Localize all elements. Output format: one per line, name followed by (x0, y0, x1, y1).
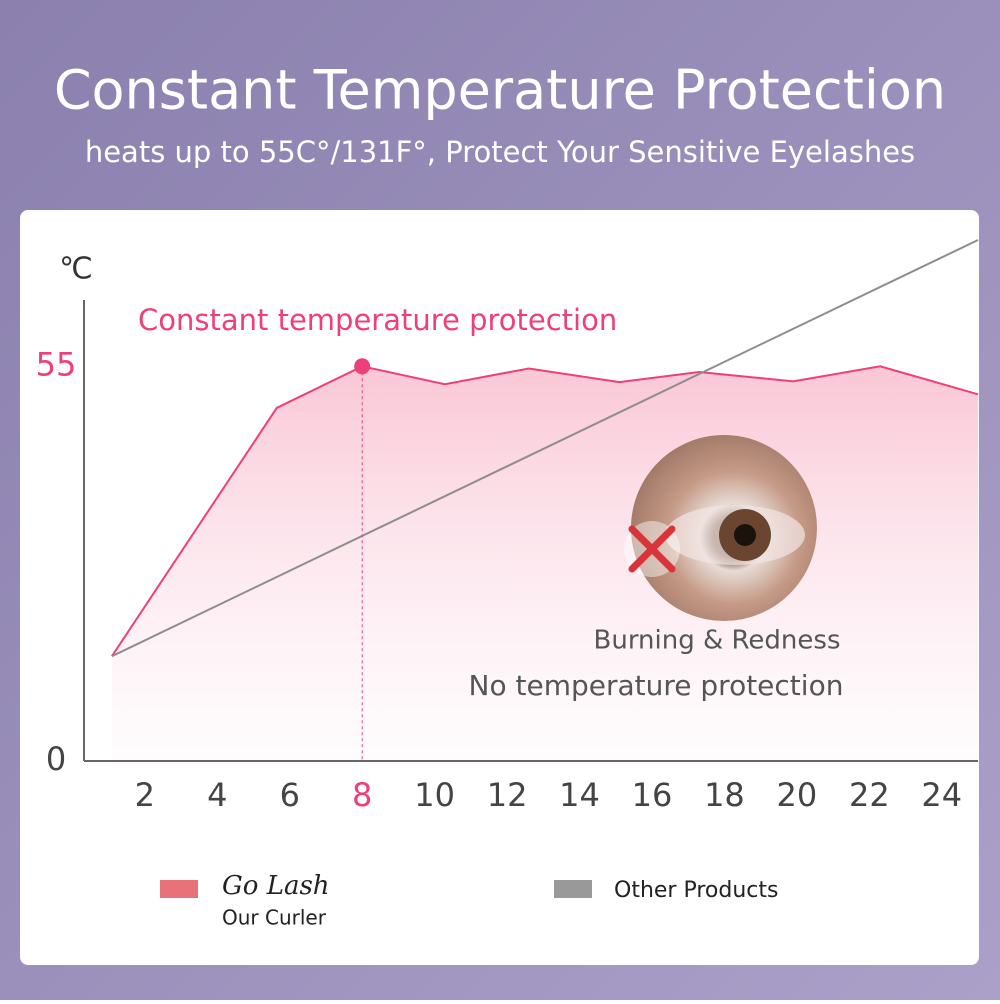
x-tick-label: 14 (559, 776, 600, 814)
x-tick-label: 20 (777, 776, 818, 814)
x-tick-label: 16 (632, 776, 673, 814)
y-tick-label: 55 (36, 345, 77, 383)
annotation-text: Constant temperature protection (138, 303, 617, 337)
x-tick-label: 8 (352, 776, 372, 814)
x-tick-label: 24 (921, 776, 962, 814)
y-tick-label: 0 (46, 740, 66, 778)
callout-text: No temperature protection (469, 669, 844, 702)
callout-title: Burning & Redness (594, 626, 841, 656)
series-line (111, 239, 979, 658)
eye-photo (624, 435, 817, 621)
x-tick-label: 4 (207, 776, 227, 814)
series-line (111, 365, 979, 657)
x-tick-label: 18 (704, 776, 745, 814)
page-subtitle: heats up to 55C°/131F°, Protect Your Sen… (85, 135, 915, 169)
x-tick-label: 2 (135, 776, 155, 814)
page-title: Constant Temperature Protection (54, 59, 946, 122)
legend-swatch (160, 880, 198, 898)
x-tick-label: 10 (414, 776, 455, 814)
legend: Go Lash Our Curler Other Products (160, 871, 778, 930)
x-tick-label: 12 (487, 776, 528, 814)
x-tick-label: 6 (280, 776, 300, 814)
annotation-marker (354, 358, 371, 375)
legend-swatch (554, 880, 592, 898)
legend-label: Our Curler (222, 906, 327, 930)
x-tick-label: 22 (849, 776, 890, 814)
legend-logo: Go Lash (222, 871, 330, 901)
y-unit: ℃ (59, 252, 93, 287)
legend-label: Other Products (614, 878, 778, 903)
